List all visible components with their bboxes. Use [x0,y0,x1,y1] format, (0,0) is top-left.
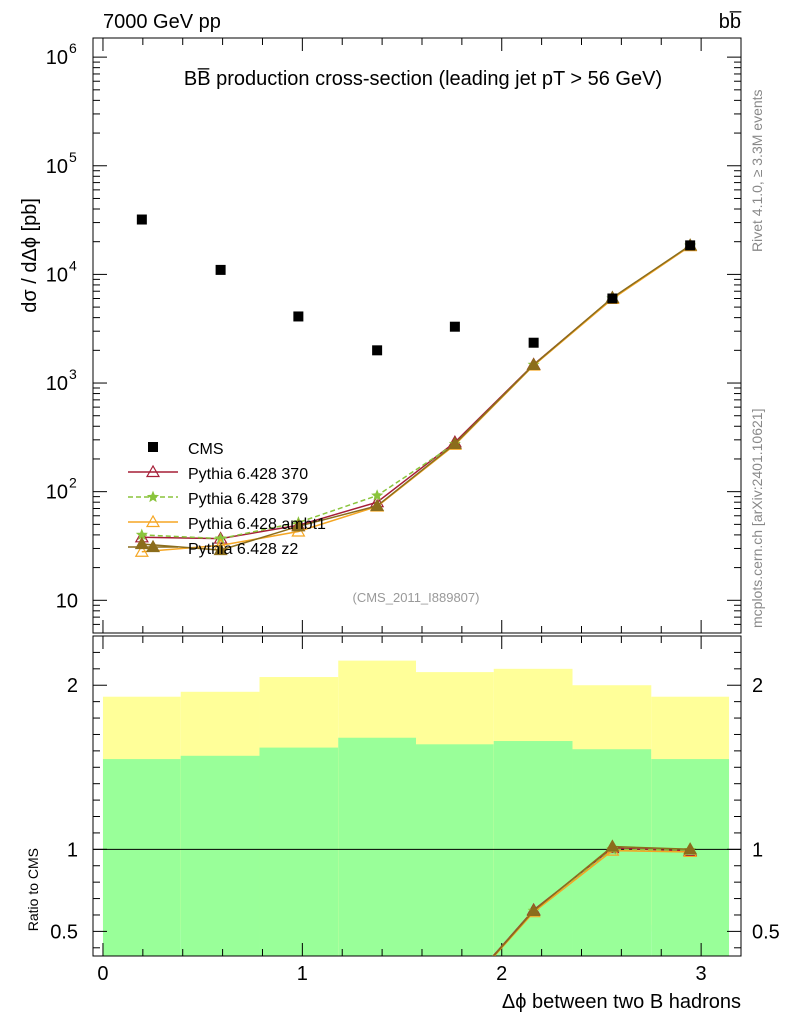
cms-data-point [293,311,304,322]
y-tick-label: 10 [56,590,78,612]
inner-band-bin [416,744,494,956]
ratio-tick-label-right: 0.5 [752,921,780,943]
legend-marker-pythia-6-428-379 [146,490,160,503]
ratio-plot-frame [92,635,742,957]
inner-band-bin [180,755,260,956]
cms-data-point [685,240,696,251]
rivet-version-label: Rivet 4.1.0, ≥ 3.3M events [749,89,765,252]
series-point-pythia-6-428-z2 [213,542,228,556]
legend-marker-pythia-6-428-370 [145,464,161,478]
ratio-point-pythia-6-428-z2 [683,842,698,855]
y-tick-label: 10 [46,482,68,504]
legend-marker-pythia-6-428-ambt1 [145,514,161,528]
ratio-uncertainty-bands [102,660,730,956]
inner-band-bin [102,759,181,956]
ratio-tick-label: 2 [67,675,78,697]
ratio-tick-label: 1 [67,839,78,861]
series-point-pythia-6-428-z2 [526,357,541,370]
source-label: mcplots.cern.ch [arXiv:2401.10621] [749,409,765,628]
cms-data-point [607,293,618,304]
y-tick-label: 10 [46,47,68,69]
ratio-point-pythia-6-428-z2 [526,903,541,916]
ratio-line-pythia-6-428-379 [492,848,691,956]
ratio-line-pythia-6-428-z2 [492,845,691,956]
x-tick-label: 3 [696,963,707,985]
y-axis-label: dσ / dΔϕ [pb] [19,198,41,313]
ratio-tick-label-right: 2 [752,675,763,697]
inner-band-bin [259,747,339,956]
ratio-axis-label: Ratio to CMS [25,848,41,931]
y-tick-label: 10 [46,156,68,178]
cms-data-point [215,264,226,275]
series-point-pythia-6-428-z2 [291,519,306,532]
legend-label-pythia-6-428-370: Pythia 6.428 370 [188,466,308,483]
y-tick-label: 10 [46,264,68,286]
legend-cms-marker [148,442,158,452]
cms-data-point [528,337,539,348]
series-point-pythia-6-428-379 [371,489,384,501]
legend-label-pythia-6-428-z2: Pythia 6.428 z2 [188,541,298,558]
y-tick-exponent: 4 [69,257,77,273]
ratio-tick-label: 0.5 [50,921,78,943]
x-tick-label: 1 [297,963,308,985]
analysis-tag: (CMS_2011_I889807) [353,590,480,605]
legend-label-pythia-6-428-379: Pythia 6.428 379 [188,491,308,508]
x-axis-label: Δϕ between two B hadrons [502,991,741,1013]
series-point-pythia-6-428-379 [214,532,227,544]
legend-marker-pythia-6-428-z2 [145,539,161,553]
series-line-pythia-6-428-z2 [141,244,691,551]
inner-band-bin [493,741,573,956]
inner-band-bin [338,737,417,956]
y-tick-exponent: 5 [69,149,77,165]
ratio-series-group [492,839,698,956]
y-tick-label: 10 [46,373,68,395]
legend: CMS Pythia 6.428 370 Pythia 6.428 379 Pythi… [128,441,326,558]
y-tick-exponent: 3 [69,366,77,382]
x-tick-label: 0 [97,963,108,985]
series-point-pythia-6-428-z2 [134,536,149,550]
y-tick-exponent: 6 [69,40,77,56]
series-point-pythia-6-428-z2 [447,436,462,450]
cms-data-point [372,345,383,356]
energy-label: 7000 GeV pp [103,11,221,33]
legend-label-pythia-6-428-ambt1: Pythia 6.428 ambt1 [188,516,326,533]
inner-band-bin [651,759,730,956]
main-plot-frame [92,37,742,634]
ratio-line-pythia-6-428-370 [492,847,691,956]
x-tick-label: 2 [496,963,507,985]
ratio-line-pythia-6-428-ambt1 [493,849,691,956]
chart-title: BB̅ production cross-section (leading je… [184,67,662,90]
legend-cms-label: CMS [188,441,224,458]
series-point-pythia-6-428-z2 [370,498,385,511]
y-tick-exponent: 2 [69,475,77,491]
ratio-tick-label-right: 1 [752,839,763,861]
process-label: bb̅ [719,10,742,33]
cms-data-point [449,321,460,332]
series-point-pythia-6-428-ambt1 [134,544,149,557]
cms-data-point [136,214,147,225]
data-series [134,214,698,956]
ratio-point-pythia-6-428-z2 [605,839,620,852]
